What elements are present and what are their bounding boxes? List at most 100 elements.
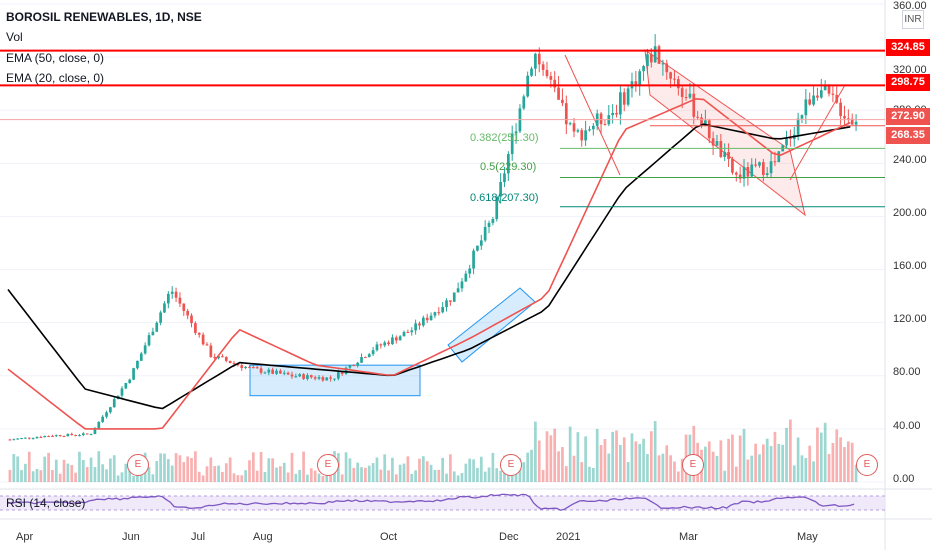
candle-body	[58, 435, 62, 437]
candle-body	[506, 154, 510, 174]
candle-body	[850, 118, 854, 125]
candle-body	[835, 94, 839, 103]
candle-body	[47, 435, 50, 437]
volume-bar	[727, 438, 730, 482]
candle-body	[707, 120, 711, 139]
volume-bar	[680, 458, 684, 482]
candle-body	[306, 375, 309, 379]
candle-body	[588, 129, 591, 131]
volume-bar	[224, 463, 228, 482]
volume-bar	[70, 465, 74, 482]
candle-body	[143, 345, 147, 354]
candle-body	[298, 374, 302, 377]
volume-bar	[170, 465, 174, 482]
volume-bar	[499, 470, 502, 482]
volume-bar	[166, 459, 170, 482]
candle-body	[209, 345, 213, 357]
rsi-legend[interactable]: RSI (14, close)	[6, 496, 86, 510]
ema50-legend[interactable]: EMA (50, close, 0)	[6, 51, 105, 65]
volume-bar	[236, 475, 240, 482]
candle-body	[166, 293, 170, 304]
candle-body	[537, 53, 541, 65]
candle-body	[460, 281, 464, 289]
candle-body	[804, 99, 808, 116]
candle-body	[769, 161, 773, 174]
candle-body	[680, 88, 684, 98]
volume-bar	[294, 473, 298, 482]
candle-body	[456, 288, 460, 293]
earnings-marker[interactable]: E	[127, 454, 149, 476]
candle-body	[62, 436, 66, 438]
pattern-drawings	[249, 48, 846, 397]
candle-body	[325, 377, 329, 381]
volume-bar	[66, 463, 70, 482]
candle-body	[132, 368, 135, 380]
ema20-legend[interactable]: EMA (20, close, 0)	[6, 71, 105, 85]
price-tag-324: 324.85	[886, 39, 930, 56]
candle-body	[669, 72, 672, 79]
candle-body	[734, 172, 738, 175]
volume-bar	[425, 461, 429, 482]
volume-bar	[854, 464, 858, 482]
candle-body	[433, 312, 437, 316]
candle-body	[553, 79, 557, 88]
candle-body	[700, 117, 703, 127]
ema50-line	[7, 123, 851, 410]
candle-body	[534, 53, 537, 69]
candle-body	[387, 342, 390, 345]
candle-body	[727, 152, 730, 160]
candle-body	[491, 219, 495, 223]
volume-bar	[537, 440, 541, 482]
candle-body	[93, 428, 97, 435]
candle-body	[194, 323, 197, 333]
candle-body	[603, 124, 607, 126]
candle-body	[163, 303, 166, 313]
candle-body	[43, 435, 47, 438]
candle-body	[599, 113, 603, 125]
volume-bar	[626, 462, 630, 482]
volume-bar	[267, 458, 271, 482]
volume-bar	[27, 451, 31, 482]
earnings-marker[interactable]: E	[500, 454, 522, 476]
earnings-marker[interactable]: E	[317, 454, 339, 476]
y-tick-label: 320.00	[893, 64, 927, 76]
candle-body	[224, 357, 228, 361]
volume-bar	[433, 470, 437, 482]
currency-label[interactable]: INR	[902, 10, 924, 29]
earnings-marker[interactable]: E	[856, 454, 878, 476]
candle-body	[275, 370, 278, 374]
candle-body	[564, 103, 568, 125]
volume-legend[interactable]: Vol	[6, 30, 23, 44]
volume-bar	[85, 467, 89, 482]
rsi-line	[7, 493, 855, 511]
candle-body	[109, 407, 112, 413]
volume-bar	[773, 431, 777, 482]
candle-body	[510, 133, 514, 155]
y-tick-label: 40.00	[893, 420, 921, 432]
candle-body	[634, 81, 638, 86]
candle-body	[468, 268, 472, 274]
volume-bar	[298, 469, 302, 482]
candle-body	[719, 141, 723, 157]
volume-bar	[491, 452, 495, 482]
volume-bar	[765, 438, 769, 482]
candles	[8, 34, 858, 441]
volume-bar	[812, 461, 815, 482]
volume-bar	[340, 474, 344, 482]
earnings-marker[interactable]: E	[682, 454, 704, 476]
candle-body	[128, 379, 132, 384]
candle-body	[765, 173, 769, 176]
volume-bar	[112, 455, 116, 482]
candle-body	[808, 99, 812, 105]
volume-bar	[97, 451, 101, 482]
volume-bar	[421, 456, 425, 482]
candle-body	[259, 368, 263, 373]
volume-bar	[472, 459, 475, 482]
candle-body	[843, 116, 846, 119]
volume-bar	[769, 446, 773, 482]
x-tick-label: Aug	[253, 531, 273, 543]
candle-body	[336, 372, 340, 379]
volume-bar	[360, 467, 363, 482]
trendline	[564, 54, 621, 176]
